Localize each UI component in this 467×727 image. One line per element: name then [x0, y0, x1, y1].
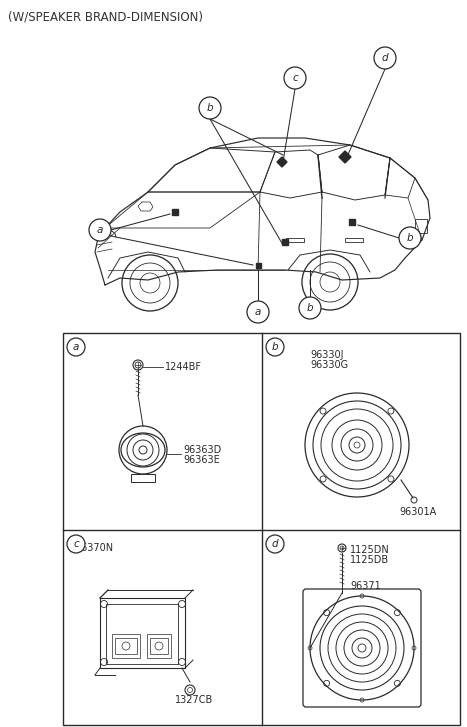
Bar	[286, 238, 304, 242]
Bar	[112, 634, 140, 658]
Bar	[115, 638, 137, 654]
Text: b: b	[207, 103, 213, 113]
Bar	[255, 262, 261, 268]
Bar	[131, 474, 155, 482]
Polygon shape	[277, 157, 287, 167]
Text: a: a	[255, 307, 261, 317]
Text: c: c	[73, 539, 79, 549]
Text: 96363E: 96363E	[183, 455, 220, 465]
Circle shape	[299, 297, 321, 319]
Text: 96371: 96371	[350, 581, 381, 591]
Text: d: d	[382, 53, 389, 63]
Circle shape	[89, 219, 111, 241]
Text: c: c	[292, 73, 298, 83]
Circle shape	[266, 535, 284, 553]
Bar	[63, 333, 460, 725]
Text: 96370N: 96370N	[75, 543, 113, 553]
Circle shape	[374, 47, 396, 69]
Polygon shape	[339, 151, 351, 163]
Bar	[415, 219, 427, 233]
Text: a: a	[73, 342, 79, 352]
Bar	[349, 219, 355, 225]
Bar	[106, 604, 178, 664]
Text: 1327CB: 1327CB	[175, 695, 213, 705]
Circle shape	[284, 67, 306, 89]
Text: 96363D: 96363D	[183, 445, 221, 455]
Circle shape	[67, 338, 85, 356]
Circle shape	[67, 535, 85, 553]
Circle shape	[399, 227, 421, 249]
Text: d: d	[272, 539, 278, 549]
Bar	[345, 238, 363, 242]
Text: a: a	[97, 225, 103, 235]
Text: b: b	[272, 342, 278, 352]
Text: b: b	[407, 233, 413, 243]
Bar	[282, 239, 288, 245]
Circle shape	[247, 301, 269, 323]
Text: 1125DN: 1125DN	[350, 545, 390, 555]
Text: 96330J: 96330J	[310, 350, 344, 360]
Bar	[147, 634, 171, 658]
Text: 1125DB: 1125DB	[350, 555, 389, 565]
Bar	[150, 638, 168, 654]
Text: 96301A: 96301A	[399, 507, 436, 517]
Circle shape	[266, 338, 284, 356]
Bar	[172, 209, 178, 215]
Text: 1244BF: 1244BF	[165, 362, 202, 372]
Text: 96330G: 96330G	[310, 360, 348, 370]
Text: (W/SPEAKER BRAND-DIMENSION): (W/SPEAKER BRAND-DIMENSION)	[8, 10, 203, 23]
Circle shape	[199, 97, 221, 119]
Text: b: b	[307, 303, 313, 313]
